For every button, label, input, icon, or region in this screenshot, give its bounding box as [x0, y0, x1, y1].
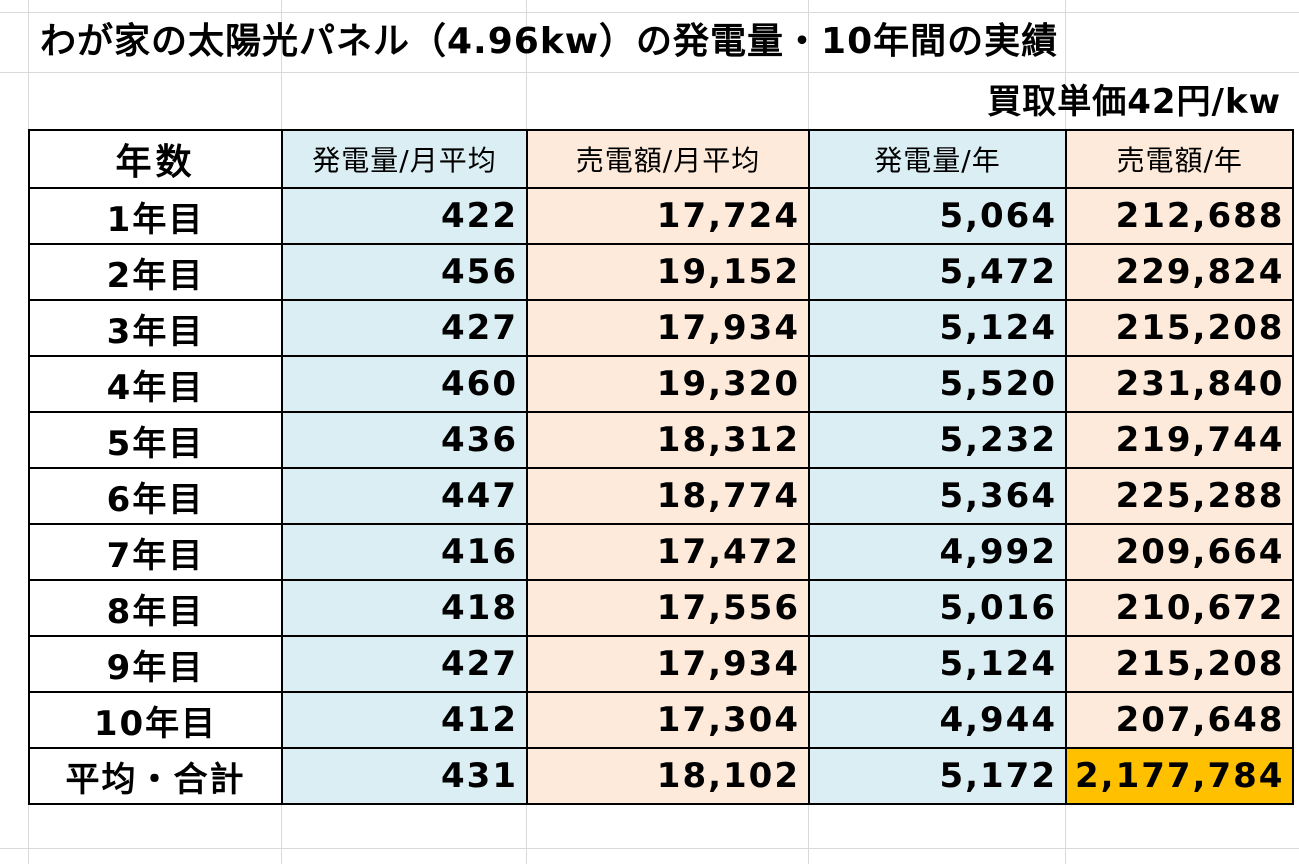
yearly-sales-cell[interactable]: 212,688: [1064, 187, 1295, 245]
monthly-generation-cell[interactable]: 412: [281, 691, 528, 749]
year-cell[interactable]: 1年目: [28, 187, 283, 245]
monthly-generation-cell[interactable]: 416: [281, 523, 528, 581]
yearly-sales-cell[interactable]: 207,648: [1064, 691, 1295, 749]
total-yearly-generation[interactable]: 5,172: [808, 747, 1067, 805]
monthly-sales-cell[interactable]: 19,152: [526, 243, 810, 301]
table-row: 7年目 416 17,472 4,992 209,664: [28, 523, 1295, 581]
table-row: 9年目 427 17,934 5,124 215,208: [28, 635, 1295, 693]
yearly-sales-cell[interactable]: 210,672: [1064, 579, 1295, 637]
year-cell[interactable]: 4年目: [28, 355, 283, 413]
monthly-generation-cell[interactable]: 418: [281, 579, 528, 637]
monthly-generation-cell[interactable]: 436: [281, 411, 528, 469]
page-title: わが家の太陽光パネル（4.96kw）の発電量・10年間の実績: [40, 21, 1059, 62]
yearly-generation-cell[interactable]: 5,232: [808, 411, 1067, 469]
table-row: 6年目 447 18,774 5,364 225,288: [28, 467, 1295, 525]
monthly-generation-cell[interactable]: 460: [281, 355, 528, 413]
year-cell[interactable]: 3年目: [28, 299, 283, 357]
monthly-sales-cell[interactable]: 19,320: [526, 355, 810, 413]
year-cell[interactable]: 2年目: [28, 243, 283, 301]
gridline: [0, 12, 1299, 13]
yearly-sales-cell[interactable]: 231,840: [1064, 355, 1295, 413]
monthly-sales-cell[interactable]: 17,934: [526, 635, 810, 693]
table-row: 4年目 460 19,320 5,520 231,840: [28, 355, 1295, 413]
total-yearly-sales-highlight[interactable]: 2,177,784: [1064, 747, 1295, 805]
header-yearly-generation[interactable]: 発電量/年: [808, 129, 1067, 189]
yearly-generation-cell[interactable]: 5,472: [808, 243, 1067, 301]
year-cell[interactable]: 5年目: [28, 411, 283, 469]
header-monthly-generation[interactable]: 発電量/月平均: [281, 129, 528, 189]
total-row: 平均・合計 431 18,102 5,172 2,177,784: [28, 747, 1295, 805]
yearly-generation-cell[interactable]: 5,364: [808, 467, 1067, 525]
table-row: 2年目 456 19,152 5,472 229,824: [28, 243, 1295, 301]
year-cell[interactable]: 8年目: [28, 579, 283, 637]
yearly-sales-cell[interactable]: 209,664: [1064, 523, 1295, 581]
header-monthly-sales[interactable]: 売電額/月平均: [526, 129, 810, 189]
yearly-sales-cell[interactable]: 225,288: [1064, 467, 1295, 525]
total-label[interactable]: 平均・合計: [28, 747, 283, 805]
monthly-generation-cell[interactable]: 456: [281, 243, 528, 301]
yearly-generation-cell[interactable]: 5,124: [808, 299, 1067, 357]
yearly-generation-cell[interactable]: 5,124: [808, 635, 1067, 693]
yearly-sales-cell[interactable]: 215,208: [1064, 299, 1295, 357]
yearly-generation-cell[interactable]: 5,064: [808, 187, 1067, 245]
purchase-price-label: 買取単価42円/kw: [987, 82, 1281, 122]
monthly-sales-cell[interactable]: 17,304: [526, 691, 810, 749]
monthly-sales-cell[interactable]: 18,312: [526, 411, 810, 469]
year-cell[interactable]: 6年目: [28, 467, 283, 525]
monthly-generation-cell[interactable]: 447: [281, 467, 528, 525]
monthly-sales-cell[interactable]: 17,724: [526, 187, 810, 245]
monthly-generation-cell[interactable]: 422: [281, 187, 528, 245]
table-row: 10年目 412 17,304 4,944 207,648: [28, 691, 1295, 749]
table-row: 3年目 427 17,934 5,124 215,208: [28, 299, 1295, 357]
monthly-sales-cell[interactable]: 18,774: [526, 467, 810, 525]
yearly-generation-cell[interactable]: 5,016: [808, 579, 1067, 637]
monthly-sales-cell[interactable]: 17,556: [526, 579, 810, 637]
year-cell[interactable]: 7年目: [28, 523, 283, 581]
table-row: 5年目 436 18,312 5,232 219,744: [28, 411, 1295, 469]
header-yearly-sales[interactable]: 売電額/年: [1064, 129, 1295, 189]
monthly-sales-cell[interactable]: 17,472: [526, 523, 810, 581]
table-row: 8年目 418 17,556 5,016 210,672: [28, 579, 1295, 637]
year-cell[interactable]: 9年目: [28, 635, 283, 693]
total-monthly-generation[interactable]: 431: [281, 747, 528, 805]
monthly-generation-cell[interactable]: 427: [281, 635, 528, 693]
monthly-generation-cell[interactable]: 427: [281, 299, 528, 357]
yearly-generation-cell[interactable]: 5,520: [808, 355, 1067, 413]
yearly-sales-cell[interactable]: 229,824: [1064, 243, 1295, 301]
yearly-sales-cell[interactable]: 219,744: [1064, 411, 1295, 469]
yearly-sales-cell[interactable]: 215,208: [1064, 635, 1295, 693]
yearly-generation-cell[interactable]: 4,944: [808, 691, 1067, 749]
power-generation-table: 年数 発電量/月平均 売電額/月平均 発電量/年 売電額/年 1年目 422 17,…: [28, 129, 1295, 805]
gridline: [0, 72, 1299, 73]
header-years[interactable]: 年数: [28, 129, 283, 189]
year-cell[interactable]: 10年目: [28, 691, 283, 749]
monthly-sales-cell[interactable]: 17,934: [526, 299, 810, 357]
yearly-generation-cell[interactable]: 4,992: [808, 523, 1067, 581]
table-header-row: 年数 発電量/月平均 売電額/月平均 発電量/年 売電額/年: [28, 129, 1295, 189]
total-monthly-sales[interactable]: 18,102: [526, 747, 810, 805]
table-row: 1年目 422 17,724 5,064 212,688: [28, 187, 1295, 245]
gridline: [0, 848, 1299, 849]
